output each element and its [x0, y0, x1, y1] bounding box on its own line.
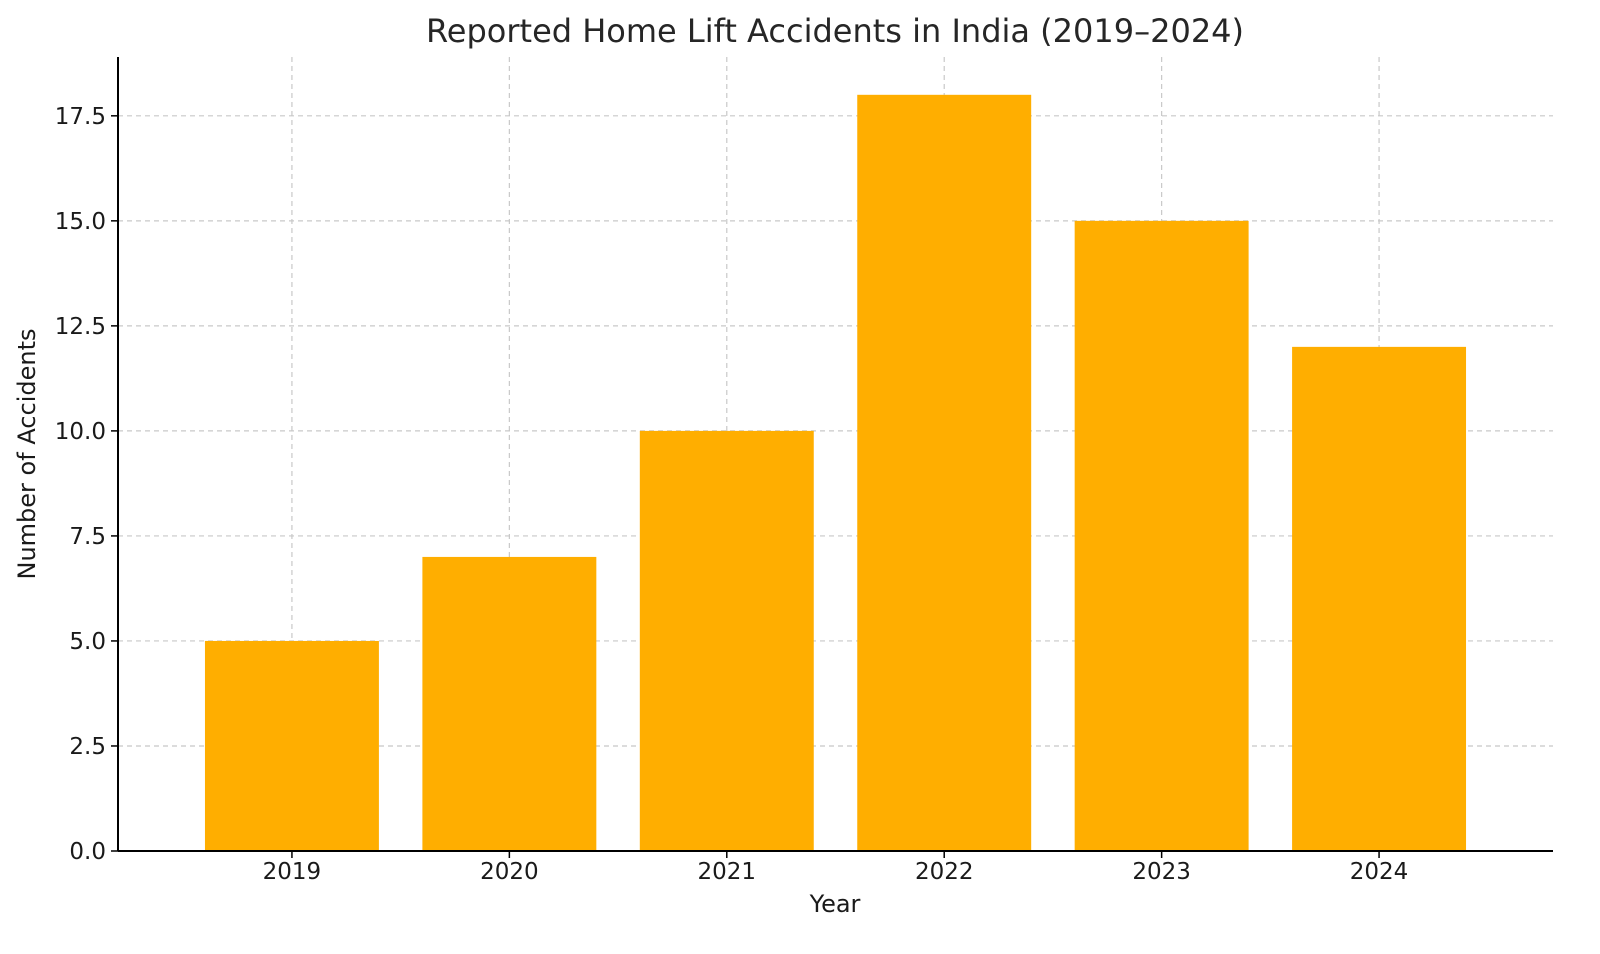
bar-2021	[639, 430, 814, 851]
x-tick-label: 2020	[480, 859, 539, 885]
y-axis-label: Number of Accidents	[13, 329, 41, 580]
bar-2023	[1074, 220, 1249, 852]
axes	[117, 57, 1553, 852]
x-tick-label: 2023	[1132, 859, 1191, 885]
y-tick-label: 17.5	[55, 104, 106, 130]
x-axis-label: Year	[809, 890, 861, 918]
y-tick-label: 2.5	[69, 734, 106, 760]
bar-2022	[857, 94, 1032, 852]
chart-title: Reported Home Lift Accidents in India (2…	[426, 12, 1244, 50]
y-tick-label: 15.0	[55, 209, 106, 235]
y-tick-label: 7.5	[69, 524, 106, 550]
y-tick-label: 0.0	[69, 839, 106, 865]
bar-2020	[422, 556, 597, 851]
x-tick-label: 2024	[1350, 859, 1409, 885]
x-tick-label: 2022	[915, 859, 974, 885]
bars	[204, 94, 1467, 852]
x-tick-label: 2021	[698, 859, 757, 885]
ticks: 0.0 2.5 5.0 7.5 10.0 12.5 15.0 17.5 2019 2020 2021…	[55, 104, 1409, 885]
bar-2019	[204, 640, 379, 851]
x-tick-label: 2019	[263, 859, 322, 885]
y-tick-label: 12.5	[55, 314, 106, 340]
y-tick-label: 10.0	[55, 419, 106, 445]
bar-2024	[1292, 346, 1467, 851]
y-tick-label: 5.0	[69, 629, 106, 655]
